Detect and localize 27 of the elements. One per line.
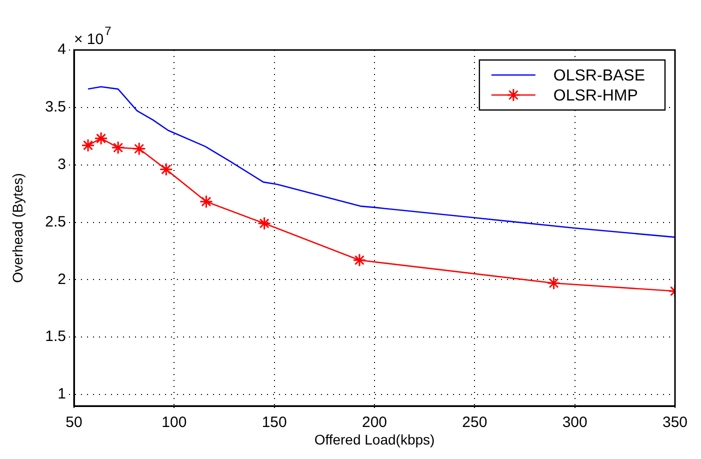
x-tick-label: 200 [362,414,388,432]
point [81,138,95,152]
y-tick-label: 3.5 [45,98,66,116]
legend-label: OLSR-HMP [553,87,638,104]
y-tick-label: 2.5 [45,213,66,230]
x-tick-label: 250 [462,414,488,432]
y-axis-title: Overhead (Bytes) [9,173,26,283]
point [132,142,146,156]
x-tick-label: 100 [162,414,187,432]
y-tick-label: 4 [58,41,66,58]
y-tick-label: 2 [58,270,66,288]
x-tick-label: 150 [262,414,287,432]
point [111,140,125,154]
x-tick-label: 350 [662,414,688,432]
x-tick-label: 300 [562,414,588,432]
legend-label: OLSR-BASE [553,67,646,84]
y-tick-label: 1.5 [45,328,66,346]
point [199,194,213,208]
x-tick-label: 50 [66,414,82,432]
point [159,162,173,176]
y-tick-label: 3 [58,156,66,173]
point [547,276,561,290]
y-tick-label: 1 [58,386,66,403]
x-axis-title: Offered Load(kbps) [314,431,435,448]
point [94,132,108,146]
point [258,216,272,230]
point [352,253,366,267]
